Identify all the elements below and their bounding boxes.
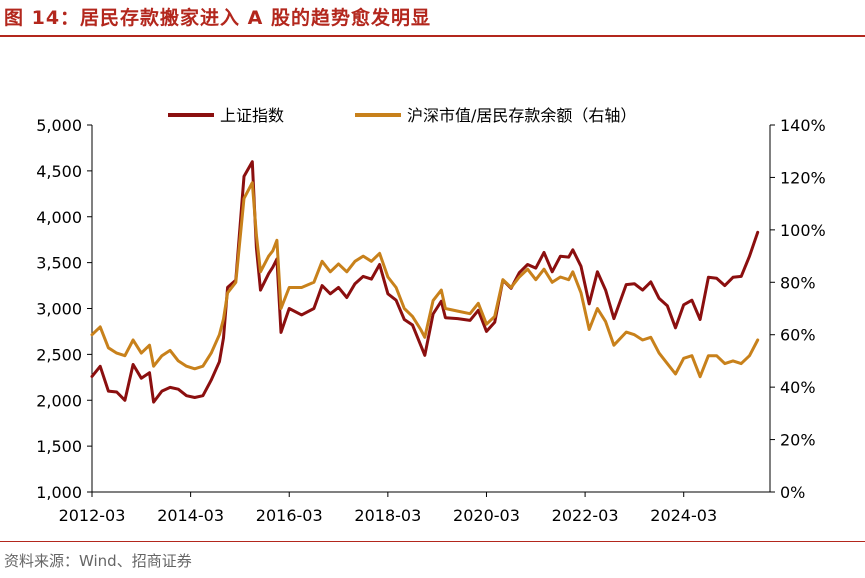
y-left-tick-label: 2,000 <box>36 391 82 410</box>
y-left-tick-label: 1,000 <box>36 483 82 502</box>
x-tick-label: 2014-03 <box>157 506 224 525</box>
y-right-tick-label: 120% <box>780 168 826 187</box>
chart-legend: 上证指数 沪深市值/居民存款余额（右轴） <box>168 106 636 125</box>
y-left-tick-label: 3,500 <box>36 254 82 273</box>
chart-axes <box>87 124 775 497</box>
y-left-tick-label: 2,500 <box>36 345 82 364</box>
y-right-tick-label: 100% <box>780 221 826 240</box>
y-right-tick-label: 20% <box>780 431 816 450</box>
x-tick-label: 2018-03 <box>354 506 421 525</box>
x-tick-label: 2024-03 <box>650 506 717 525</box>
legend-label: 上证指数 <box>220 106 284 125</box>
y-right-tick-label: 0% <box>780 483 805 502</box>
line-chart: 5,000 4,500 4,000 3,500 3,000 2,500 2,000 1,500… <box>36 106 826 525</box>
x-tick-label: 2016-03 <box>256 506 323 525</box>
legend-item-market-cap-ratio: 沪深市值/居民存款余额（右轴） <box>355 106 636 125</box>
series-line-shanghai-index <box>90 160 760 404</box>
footer-rule <box>0 541 865 542</box>
x-tick-label: 2020-03 <box>453 506 520 525</box>
title-rule <box>0 35 865 37</box>
legend-label: 沪深市值/居民存款余额（右轴） <box>407 106 636 125</box>
y-left-tick-label: 3,000 <box>36 300 82 319</box>
figure-title: 图 14：居民存款搬家进入 A 股的趋势愈发明显 <box>4 7 431 29</box>
legend-item-shanghai-index: 上证指数 <box>168 106 284 125</box>
y-left-tick-label: 4,500 <box>36 162 82 181</box>
y-right-tick-label: 40% <box>780 378 816 397</box>
y-right-tick-label: 80% <box>780 273 816 292</box>
series-line-market-cap-ratio <box>90 181 760 379</box>
x-tick-label: 2012-03 <box>59 506 126 525</box>
chart-series <box>90 160 760 404</box>
y-left-tick-label: 5,000 <box>36 116 82 135</box>
tick-labels: 5,000 4,500 4,000 3,500 3,000 2,500 2,000 1,500… <box>36 116 826 525</box>
y-left-tick-label: 4,000 <box>36 208 82 227</box>
y-right-tick-label: 60% <box>780 326 816 345</box>
y-left-tick-label: 1,500 <box>36 437 82 456</box>
x-tick-label: 2022-03 <box>552 506 619 525</box>
source-note: 资料来源：Wind、招商证券 <box>4 552 192 570</box>
y-right-tick-label: 140% <box>780 116 826 135</box>
